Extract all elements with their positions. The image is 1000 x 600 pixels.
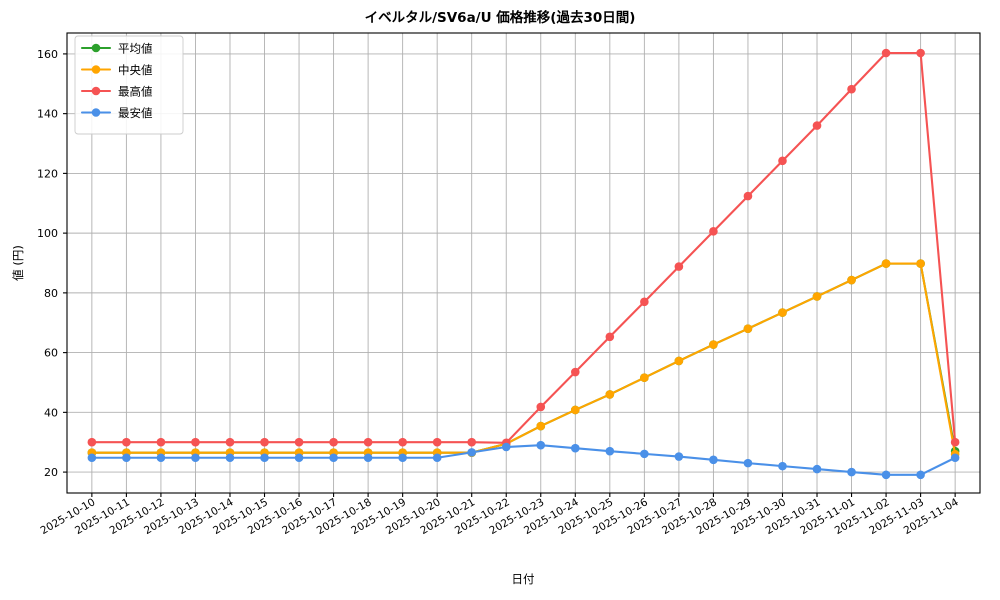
data-point-marker[interactable] [605, 332, 615, 342]
data-point-marker[interactable] [778, 156, 787, 166]
legend-item-1[interactable]: 平均値 [80, 42, 153, 56]
series-line [90, 444, 957, 476]
data-point-marker[interactable] [950, 453, 960, 463]
data-point-marker[interactable] [709, 455, 718, 465]
data-point-marker[interactable] [363, 453, 373, 463]
series-4 [87, 440, 960, 480]
series-line [90, 51, 957, 444]
y-tick-label: 20 [44, 466, 58, 479]
data-point-marker[interactable] [640, 373, 649, 383]
legend-background [74, 35, 184, 135]
data-point-marker[interactable] [709, 227, 718, 236]
data-point-marker[interactable] [674, 452, 684, 461]
legend-marker-icon [91, 108, 101, 117]
y-axis-ticks: 20 40 60 80 100 120 140 160 [37, 48, 67, 479]
plot-area-border [66, 32, 981, 494]
data-point-marker[interactable] [812, 121, 822, 130]
data-point-marker[interactable] [743, 324, 753, 334]
y-tick-label: 160 [37, 48, 58, 61]
y-tick-label: 100 [37, 227, 58, 240]
data-point-marker[interactable] [156, 437, 166, 447]
legend-marker-icon [91, 43, 101, 53]
data-point-marker[interactable] [398, 453, 407, 463]
legend-label: 平均値 [118, 42, 153, 56]
data-point-marker[interactable] [743, 458, 753, 468]
data-point-marker[interactable] [812, 464, 822, 474]
legend-item-2[interactable]: 中央値 [80, 63, 153, 77]
data-point-marker[interactable] [674, 262, 684, 271]
data-point-marker[interactable] [260, 453, 269, 463]
data-point-marker[interactable] [329, 437, 338, 447]
data-point-marker[interactable] [640, 297, 649, 307]
y-tick-label: 120 [37, 167, 58, 180]
data-point-marker[interactable] [294, 453, 304, 463]
data-point-marker[interactable] [847, 84, 856, 94]
chart-title: イベルタル/SV6a/U 価格推移(過去30日間) [365, 9, 636, 26]
data-point-marker[interactable] [467, 448, 477, 457]
data-point-marker[interactable] [536, 440, 546, 450]
data-point-marker[interactable] [225, 453, 235, 463]
legend-marker-icon [91, 86, 101, 96]
data-point-marker[interactable] [950, 437, 960, 447]
data-point-marker[interactable] [743, 191, 753, 201]
data-point-marker[interactable] [87, 453, 97, 463]
data-point-marker[interactable] [432, 453, 442, 463]
data-point-marker[interactable] [778, 308, 787, 317]
data-point-marker[interactable] [122, 453, 131, 463]
data-point-marker[interactable] [536, 402, 546, 412]
series-3 [87, 48, 960, 448]
data-point-marker[interactable] [605, 390, 615, 399]
data-point-marker[interactable] [605, 446, 615, 456]
data-point-marker[interactable] [570, 443, 580, 453]
data-point-marker[interactable] [363, 437, 373, 447]
data-point-marker[interactable] [778, 461, 787, 471]
data-point-marker[interactable] [260, 437, 269, 447]
legend-item-3[interactable]: 最高値 [80, 85, 153, 99]
legend-label: 最高値 [118, 85, 153, 99]
data-point-marker[interactable] [191, 453, 200, 463]
y-tick-label: 60 [44, 347, 58, 360]
series-line [90, 262, 957, 456]
data-point-marker[interactable] [916, 48, 925, 58]
data-point-marker[interactable] [916, 470, 925, 480]
data-point-marker[interactable] [501, 442, 511, 452]
data-point-marker[interactable] [916, 259, 925, 268]
x-axis-label: 日付 [512, 572, 535, 586]
data-point-marker[interactable] [847, 275, 856, 285]
data-point-marker[interactable] [570, 367, 580, 377]
data-point-marker[interactable] [329, 453, 338, 463]
data-point-marker[interactable] [812, 292, 822, 301]
data-point-marker[interactable] [709, 340, 718, 349]
y-axis-label: 値 (円) [11, 245, 25, 281]
data-point-marker[interactable] [191, 437, 200, 447]
data-point-marker[interactable] [156, 453, 166, 463]
y-tick-label: 140 [37, 108, 58, 121]
legend-label: 中央値 [118, 63, 153, 77]
legend-marker-icon [91, 65, 101, 74]
data-point-marker[interactable] [674, 356, 684, 366]
data-point-marker[interactable] [570, 405, 580, 415]
data-point-marker[interactable] [847, 467, 856, 477]
data-point-marker[interactable] [225, 437, 235, 447]
data-point-marker[interactable] [881, 48, 891, 58]
legend-label: 最安値 [118, 106, 153, 120]
data-point-marker[interactable] [467, 437, 477, 447]
data-point-marker[interactable] [640, 449, 649, 459]
y-tick-label: 40 [44, 406, 58, 419]
data-point-marker[interactable] [122, 437, 131, 447]
data-point-marker[interactable] [881, 470, 891, 480]
data-point-marker[interactable] [432, 437, 442, 447]
data-point-marker[interactable] [294, 437, 304, 447]
data-point-marker[interactable] [398, 437, 407, 447]
data-point-marker[interactable] [536, 421, 546, 431]
data-series-layer [87, 48, 960, 480]
y-tick-label: 80 [44, 287, 58, 300]
legend-item-4[interactable]: 最安値 [80, 106, 153, 120]
data-point-marker[interactable] [87, 437, 97, 447]
data-point-marker[interactable] [881, 259, 891, 268]
